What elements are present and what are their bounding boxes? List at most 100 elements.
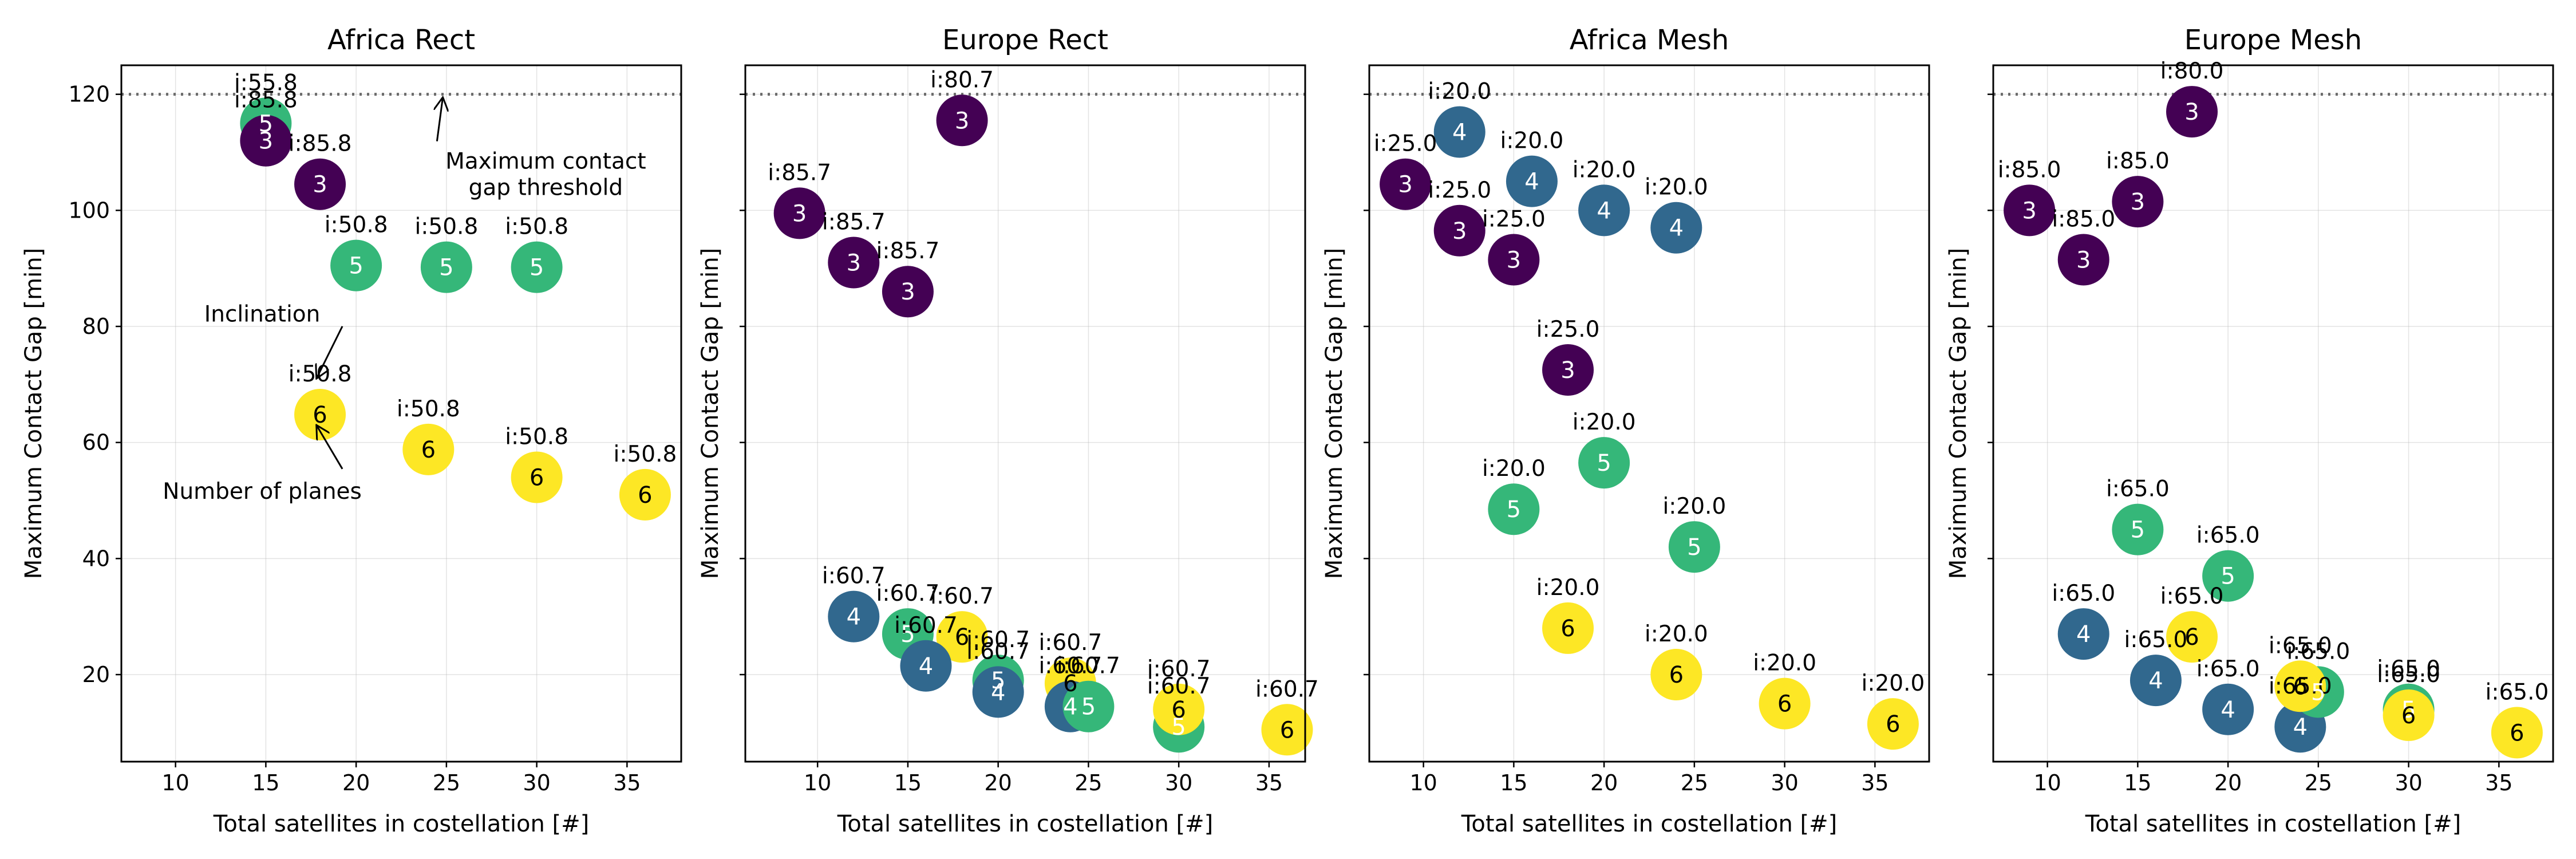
planes-label: 6: [2184, 624, 2199, 651]
inclination-label: i:50.8: [397, 396, 460, 422]
x-tick-label: 15: [894, 770, 922, 795]
panel-2: 10 15 20 25 30 354i:20.03i:25.04i:20.04i:20.0…: [1321, 24, 1930, 837]
planes-label: 6: [2510, 720, 2524, 746]
data-point-marker: [1433, 204, 1485, 257]
annotation-line: Inclination: [204, 302, 321, 328]
planes-label: 6: [421, 437, 436, 463]
data-point-marker: [773, 187, 825, 239]
inclination-label: i:65.0: [2052, 581, 2115, 606]
x-tick-label: 35: [1255, 770, 1283, 795]
inclination-label: i:65.0: [2377, 662, 2440, 688]
x-tick-label: 25: [2305, 770, 2332, 795]
inclination-label: i:80.7: [930, 67, 994, 93]
inclination-label: i:65.0: [2196, 656, 2260, 682]
planes-label: 6: [1669, 662, 1684, 688]
planes-label: 6: [1886, 711, 1900, 738]
planes-label: 6: [2401, 703, 2416, 729]
planes-label: 3: [847, 250, 861, 277]
x-tick-label: 30: [1165, 770, 1192, 795]
plot-frame: [1368, 64, 1930, 763]
x-tick-label: 25: [1681, 770, 1708, 795]
annotation-arrow: [317, 326, 343, 379]
inclination-label: i:60.7: [894, 613, 958, 639]
data-point-marker: [511, 451, 563, 503]
data-point-marker: [294, 158, 346, 210]
inclination-label: i:80.0: [2160, 58, 2224, 84]
x-tick-label: 10: [161, 770, 189, 795]
annotation-text: Inclination: [204, 302, 321, 328]
y-tick-label: 120: [68, 82, 110, 107]
data-point-marker: [936, 611, 988, 663]
data-point-marker: [294, 389, 346, 441]
planes-label: 5: [439, 255, 453, 281]
inclination-label: i:65.0: [2106, 476, 2170, 502]
y-axis-label: Maximum Contact Gap [min]: [21, 248, 47, 579]
inclination-label: i:20.0: [1861, 671, 1925, 696]
planes-label: 6: [530, 464, 544, 491]
planes-label: 6: [313, 402, 327, 428]
inclination-label: i:20.0: [1645, 175, 1708, 200]
data-point-marker: [2491, 707, 2543, 759]
annotation-arrow: [317, 425, 343, 470]
data-point-marker: [2129, 655, 2182, 707]
data-point-marker: [420, 241, 472, 293]
inclination-label: i:65.0: [2196, 523, 2260, 549]
inclination-label: i:85.7: [822, 210, 886, 235]
planes-label: 5: [1507, 497, 1521, 523]
annotation-line: Maximum contact: [445, 149, 646, 175]
panel-title: Africa Rect: [327, 24, 475, 56]
inclination-label: i:65.0: [2269, 673, 2332, 699]
data-point-marker: [936, 94, 988, 147]
inclination-label: i:65.0: [2160, 584, 2224, 609]
annotation-text: Maximum contact gap threshold: [445, 149, 646, 201]
planes-label: 3: [1560, 357, 1575, 384]
data-point-marker: [2112, 503, 2164, 555]
inclination-label: i:85.0: [2052, 206, 2115, 232]
planes-label: 3: [1507, 247, 1521, 273]
data-point-marker: [1062, 680, 1115, 732]
inclination-label: i:20.0: [1573, 409, 1636, 435]
annotation-text: Number of planes: [163, 479, 362, 505]
panel-1: 10 15 20 25 30 35 3 i:80.7 3 i:85.7 3 i:85.7 3 i:85.7…: [697, 24, 1319, 837]
inclination-label: i:20.0: [1428, 79, 1491, 105]
plot-frame: [120, 64, 682, 763]
x-tick-label: 30: [523, 770, 550, 795]
x-tick-label: 20: [342, 770, 370, 795]
x-tick-label: 20: [984, 770, 1012, 795]
inclination-label: i:20.0: [1662, 494, 1726, 519]
panel-title: Europe Mesh: [2184, 24, 2362, 56]
data-point-marker: [2166, 86, 2218, 138]
panel-title: Europe Rect: [942, 24, 1108, 56]
inclination-label: i:60.7: [966, 639, 1030, 664]
planes-label: 5: [991, 668, 1005, 694]
inclination-label: i:25.0: [1428, 178, 1491, 203]
data-point-marker: [511, 241, 563, 293]
planes-label: 5: [530, 255, 544, 281]
planes-label: 3: [2022, 198, 2036, 224]
x-tick-label: 10: [1409, 770, 1437, 795]
inclination-label: i:60.7: [966, 627, 1030, 653]
data-point-marker: [1380, 158, 1432, 210]
planes-label: 5: [349, 253, 363, 279]
inclination-label: i:65.0: [2286, 639, 2350, 664]
data-point-marker: [1488, 483, 1540, 535]
planes-label: 6: [638, 482, 652, 509]
inclination-label: i:85.7: [876, 238, 940, 264]
y-tick-label: 60: [82, 430, 110, 455]
data-point-marker: [402, 423, 455, 475]
data-point-marker: [1488, 234, 1540, 286]
inclination-label: i:60.7: [1038, 630, 1102, 656]
x-tick-label: 10: [804, 770, 831, 795]
planes-label: 6: [1063, 671, 1077, 697]
inclination-label: i:50.8: [325, 212, 388, 238]
panel-0: 10 15 20 25 30 35204060801001205i:55.83i:85.8…: [21, 24, 682, 837]
data-point-marker: [1650, 649, 1702, 700]
planes-label: 3: [1398, 172, 1412, 198]
data-point-marker: [1506, 155, 1558, 207]
x-tick-label: 15: [1500, 770, 1527, 795]
inclination-label: i:25.0: [1482, 206, 1546, 232]
x-tick-label: 15: [252, 770, 279, 795]
planes-label: 3: [2131, 189, 2145, 215]
planes-label: 4: [2148, 668, 2163, 694]
